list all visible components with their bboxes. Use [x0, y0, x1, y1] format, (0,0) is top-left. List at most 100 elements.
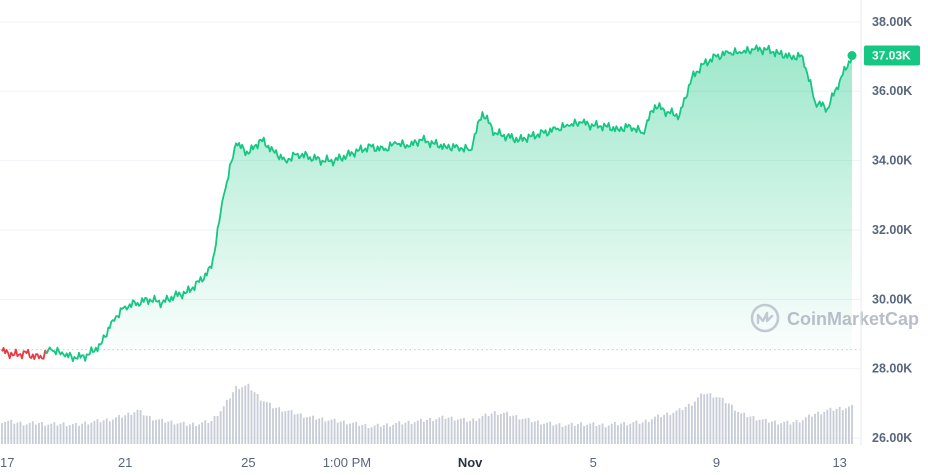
volume-bar	[792, 422, 795, 444]
y-tick-label: 36.00K	[872, 84, 912, 98]
volume-bar	[198, 424, 201, 444]
x-tick-label: 9	[713, 455, 720, 470]
volume-bar	[164, 422, 167, 444]
volume-bar	[613, 421, 616, 444]
volume-bar	[709, 393, 712, 444]
volume-bar	[404, 422, 407, 444]
volume-bar	[697, 397, 699, 444]
volume-bar	[81, 423, 83, 444]
y-tick-label: 38.00K	[872, 15, 912, 29]
volume-bar	[438, 417, 441, 444]
volume-bar	[410, 424, 413, 444]
volume-bar	[435, 419, 438, 444]
volume-bar	[349, 423, 351, 444]
volume-bars	[1, 383, 853, 444]
volume-bar	[139, 410, 142, 444]
volume-bar	[650, 419, 653, 444]
y-tick-label: 34.00K	[872, 154, 912, 168]
volume-bar	[657, 414, 659, 444]
volume-bar	[13, 423, 16, 444]
volume-bar	[617, 425, 619, 444]
volume-bar	[447, 417, 450, 444]
volume-bar	[475, 420, 478, 444]
volume-bar	[65, 426, 68, 444]
volume-bar	[660, 417, 662, 444]
volume-bar	[309, 416, 311, 444]
volume-bar	[219, 411, 222, 444]
volume-bar	[552, 425, 555, 444]
volume-bar	[152, 420, 154, 444]
volume-bar	[737, 411, 739, 444]
current-price-dot	[847, 51, 857, 61]
volume-bar	[561, 426, 564, 444]
volume-bar	[632, 422, 635, 444]
volume-bar	[740, 413, 743, 444]
volume-bar	[176, 423, 179, 444]
volume-bar	[71, 424, 74, 444]
volume-bar	[672, 412, 675, 444]
volume-bar	[105, 418, 108, 444]
volume-bar	[826, 409, 829, 444]
volume-bar	[179, 422, 182, 444]
volume-bar	[721, 397, 724, 444]
volume-bar	[423, 421, 425, 444]
volume-bar	[204, 420, 207, 444]
volume-bar	[703, 394, 706, 444]
volume-bar	[509, 416, 512, 444]
volume-bar	[521, 418, 524, 444]
volume-bar	[478, 418, 481, 444]
volume-bar	[540, 424, 542, 444]
volume-bar	[155, 419, 157, 444]
volume-bar	[487, 416, 490, 444]
volume-bar	[580, 422, 582, 444]
volume-bar	[758, 419, 761, 444]
volume-bar	[718, 397, 721, 444]
volume-bar	[102, 420, 105, 444]
x-tick-label: 1:00 PM	[323, 455, 371, 470]
volume-bar	[10, 419, 13, 444]
x-axis: 17 21 25 1:00 PM Nov 5 9 13	[0, 455, 847, 470]
volume-bar	[238, 389, 241, 444]
volume-bar	[546, 422, 549, 444]
volume-bar	[31, 421, 34, 444]
volume-bar	[47, 424, 50, 444]
volume-bar	[225, 399, 228, 444]
volume-bar	[133, 412, 136, 444]
volume-bar	[444, 418, 447, 444]
volume-bar	[647, 421, 650, 444]
volume-bar	[549, 421, 552, 444]
volume-bar	[604, 427, 607, 444]
y-tick-label: 32.00K	[872, 223, 912, 237]
volume-bar	[185, 425, 188, 444]
volume-bar	[724, 403, 727, 444]
volume-bar	[635, 420, 638, 444]
volume-bar	[503, 412, 505, 444]
volume-bar	[386, 423, 388, 444]
volume-bar	[607, 425, 610, 444]
volume-bar	[275, 407, 277, 444]
volume-bar	[823, 411, 826, 444]
volume-bar	[188, 424, 191, 444]
volume-bar	[318, 418, 321, 444]
volume-bar	[820, 414, 823, 444]
volume-bar	[315, 419, 318, 444]
volume-bar	[749, 416, 752, 444]
volume-bar	[379, 426, 382, 444]
price-area-fill	[2, 45, 852, 350]
watermark: CoinMarketCap	[750, 303, 919, 333]
volume-bar	[570, 422, 573, 444]
volume-bar	[68, 425, 71, 444]
volume-bar	[567, 424, 570, 444]
volume-bar	[638, 423, 641, 444]
volume-bar	[38, 423, 40, 444]
volume-bar	[232, 392, 234, 444]
volume-bar	[774, 420, 776, 444]
volume-bar	[330, 419, 333, 444]
volume-bar	[694, 401, 696, 444]
volume-bar	[290, 410, 293, 444]
volume-bar	[395, 423, 398, 444]
volume-bar	[807, 414, 810, 444]
volume-bar	[1, 423, 3, 444]
